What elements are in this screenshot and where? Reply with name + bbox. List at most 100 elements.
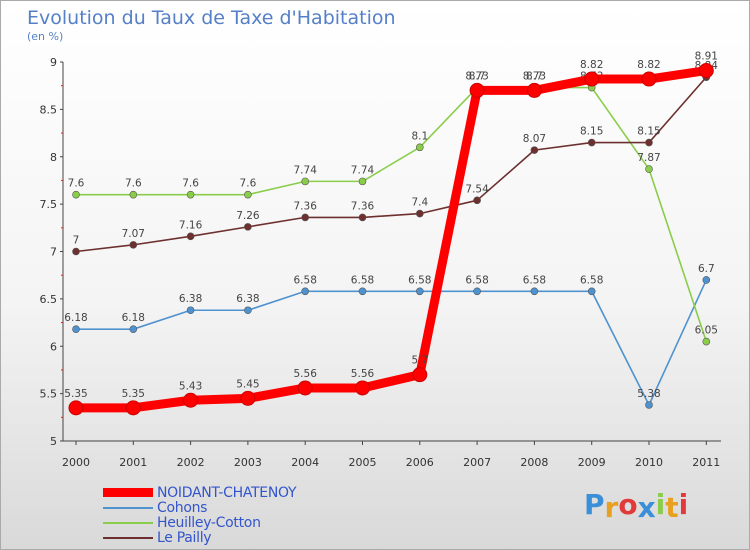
- y-tick-label: 5.5: [40, 388, 58, 401]
- data-point: [72, 325, 80, 333]
- data-point: [645, 138, 653, 147]
- data-point: [587, 138, 596, 147]
- data-point: [301, 213, 310, 222]
- data-point: [698, 63, 714, 79]
- data-point: [301, 177, 310, 186]
- x-tick-label: 2008: [520, 456, 548, 469]
- data-point: [129, 241, 138, 249]
- data-label: 5.38: [637, 388, 660, 400]
- data-label: 8.7: [526, 70, 543, 82]
- data-point: [415, 143, 424, 152]
- legend-swatch: [103, 521, 153, 524]
- data-label: 6.58: [465, 274, 488, 286]
- series-line-1: [75, 279, 708, 406]
- legend-item: Cohons: [103, 499, 296, 516]
- data-label: 7.6: [240, 178, 257, 190]
- series-line-3: [75, 76, 708, 253]
- data-label: 6.58: [351, 274, 374, 286]
- data-point: [584, 71, 600, 87]
- data-label: 5.7: [411, 355, 428, 367]
- data-label: 7.6: [125, 178, 142, 190]
- x-tick-label: 2006: [406, 456, 434, 469]
- data-point: [72, 247, 80, 256]
- data-label: 6.38: [236, 293, 259, 305]
- data-point: [702, 276, 711, 284]
- data-point: [125, 400, 141, 416]
- data-label: 8.73: [465, 71, 488, 83]
- y-tick-label: 8.5: [40, 103, 58, 116]
- proxiti-logo: Proxiti: [584, 488, 689, 524]
- data-point: [68, 400, 84, 416]
- data-point: [415, 209, 424, 218]
- data-point: [641, 71, 657, 87]
- data-label: 7.6: [68, 178, 85, 190]
- data-label: 8.7: [469, 70, 486, 82]
- x-tick-label: 2001: [119, 456, 147, 469]
- legend-label: NOIDANT-CHATENOY: [157, 484, 297, 501]
- data-label: 6.05: [695, 325, 718, 337]
- data-label: 7.54: [465, 183, 489, 195]
- data-point: [526, 82, 542, 98]
- data-label: 5.45: [236, 378, 259, 390]
- data-label: 5.43: [179, 380, 202, 392]
- legend: NOIDANT-CHATENOY Cohons Heuilley-Cotton Le …: [103, 484, 297, 546]
- data-point: [355, 380, 370, 396]
- data-label: 6.58: [523, 274, 546, 286]
- y-tick-label: 9: [50, 56, 57, 69]
- legend-label: Le Pailly: [157, 529, 212, 546]
- data-label: 5.35: [122, 388, 145, 400]
- x-tick-label: 2002: [177, 456, 205, 469]
- data-label: 7.07: [122, 228, 145, 240]
- x-tick-label: 2000: [62, 456, 90, 469]
- data-point: [240, 390, 256, 406]
- data-point: [183, 392, 199, 408]
- data-label: 7.36: [294, 200, 318, 212]
- data-label: 5.56: [294, 368, 318, 380]
- series-line-2: [75, 86, 708, 343]
- data-point: [645, 165, 653, 173]
- chart-subtitle: (en %): [27, 30, 64, 43]
- data-label: 7.6: [182, 178, 199, 190]
- y-tick-label: 6: [50, 340, 57, 353]
- data-point: [412, 367, 428, 383]
- legend-label: Heuilley-Cotton: [157, 514, 261, 531]
- data-point: [72, 190, 80, 199]
- data-point: [702, 337, 711, 346]
- x-tick-label: 2007: [463, 456, 491, 469]
- data-point: [244, 190, 252, 199]
- legend-swatch: [103, 506, 153, 509]
- data-label: 8.82: [580, 59, 603, 71]
- x-tick-label: 2004: [291, 456, 319, 469]
- data-label: 7.87: [637, 152, 660, 164]
- data-point: [587, 287, 596, 296]
- data-label: 5.56: [351, 368, 375, 380]
- legend-item: Le Pailly: [103, 529, 296, 546]
- data-label: 8.07: [523, 133, 546, 145]
- data-label: 8.82: [637, 59, 660, 71]
- data-label: 6.58: [294, 274, 317, 286]
- legend-label: Cohons: [157, 499, 208, 516]
- data-point: [186, 232, 195, 241]
- x-tick-label: 2009: [578, 456, 606, 469]
- legend-item: NOIDANT-CHATENOY: [103, 484, 297, 501]
- data-label: 7.36: [351, 200, 375, 212]
- data-label: 7: [73, 235, 80, 247]
- x-tick-label: 2010: [635, 456, 663, 469]
- data-label: 7.4: [411, 197, 428, 209]
- data-point: [186, 190, 195, 199]
- data-label: 8.15: [580, 126, 603, 138]
- data-point: [473, 287, 481, 296]
- data-label: 7.74: [351, 164, 375, 176]
- data-point: [244, 223, 252, 231]
- x-tick-label: 2011: [692, 456, 720, 469]
- y-tick-label: 5: [50, 435, 57, 448]
- data-label: 6.38: [179, 293, 202, 305]
- y-tick-label: 8: [50, 151, 57, 164]
- data-point: [530, 146, 539, 154]
- data-label: 8.15: [637, 126, 660, 138]
- data-label: 6.58: [580, 274, 603, 286]
- data-label: 6.18: [64, 312, 87, 324]
- data-label: 8.1: [411, 130, 428, 142]
- data-label: 8.73: [523, 71, 546, 83]
